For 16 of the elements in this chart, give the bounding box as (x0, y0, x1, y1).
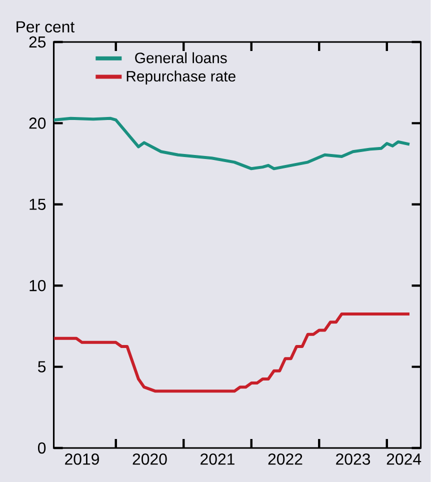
legend-label: Repurchase rate (126, 70, 236, 85)
x-tick-label: 2022 (268, 454, 302, 465)
x-tick-label: 2020 (132, 454, 167, 465)
x-tick-label: 2024 (387, 454, 422, 465)
x-tick-label: 2023 (336, 454, 370, 465)
x-tick-label: 2021 (200, 454, 235, 465)
y-tick-label: 25 (29, 36, 46, 48)
y-tick-label: 10 (30, 280, 46, 292)
y-tick-label: 5 (38, 361, 46, 372)
y-tick-label: 20 (29, 118, 46, 129)
y-tick-label: 0 (38, 442, 46, 454)
legend-label: General loans (135, 52, 227, 64)
y-tick-label: 15 (30, 198, 46, 210)
line-series (54, 312, 412, 393)
y-axis-title: Per cent (16, 21, 75, 32)
x-tick-label: 2019 (65, 454, 100, 465)
